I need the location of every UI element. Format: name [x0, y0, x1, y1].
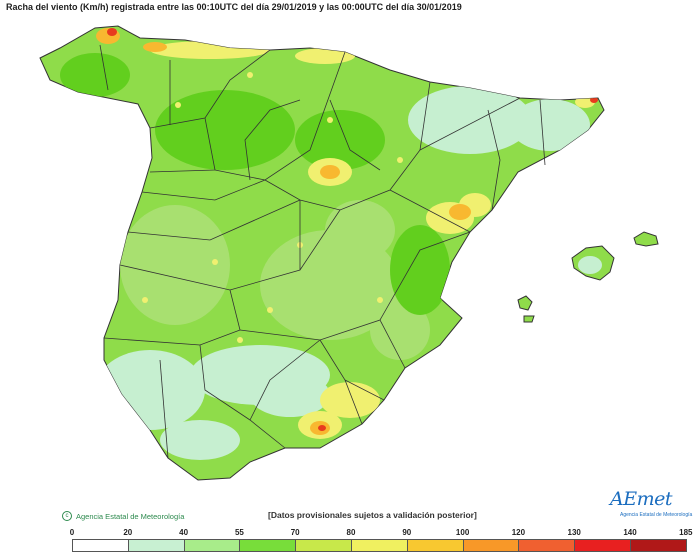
legend-tick-label: 130 [567, 528, 581, 537]
legend-swatch [630, 539, 687, 552]
aemet-logo: AEmet Agencia Estatal de Meteorología [610, 488, 693, 522]
legend-tick-label: 70 [290, 528, 300, 537]
gust-zones [60, 28, 598, 460]
menorca [633, 231, 659, 247]
zone-galicia-inland [60, 53, 130, 97]
formentera [523, 315, 535, 323]
copyright-icon: c [62, 511, 72, 521]
legend-swatch [518, 539, 576, 552]
zone-soria-peak [320, 165, 340, 179]
legend-tick-label: 185 [679, 528, 693, 537]
legend-tick-label: 55 [234, 528, 244, 537]
legend-tick-label: 80 [346, 528, 356, 537]
wind-gust-map [39, 25, 659, 481]
zone-murcia [370, 300, 430, 360]
legend-swatch [183, 539, 241, 552]
provisional-data-disclaimer: [Datos provisionales sujetos a validació… [268, 510, 477, 520]
zone-basque-coast [295, 48, 355, 64]
ibiza [517, 295, 533, 311]
balearic-islands [517, 231, 659, 323]
legend-tick-label: 100 [455, 528, 470, 537]
map-title: Racha del viento (Km/h) registrada entre… [6, 2, 462, 12]
legend-tick-label: 20 [123, 528, 133, 537]
legend-swatch [406, 539, 464, 552]
legend-tick-label: 140 [623, 528, 637, 537]
zone-cuenca [325, 200, 395, 260]
aemet-credit: c Agencia Estatal de Meteorología [62, 511, 184, 521]
mainland-spain [39, 25, 605, 481]
zone-valencia-inland [390, 225, 450, 315]
province-borders [99, 44, 546, 459]
zone-soria [295, 110, 385, 170]
legend-swatch [239, 539, 297, 552]
zone-huelva-coast [160, 420, 240, 460]
credit-text: Agencia Estatal de Meteorología [76, 511, 185, 521]
legend-tick-label: 90 [402, 528, 412, 537]
legend-tick-label: 40 [179, 528, 189, 537]
zone-cabo-creus [590, 97, 598, 103]
zone-estaca-de-bares [107, 28, 117, 36]
legend-swatch [295, 539, 352, 552]
legend-swatch [574, 539, 631, 552]
zone-emporda [575, 96, 595, 108]
zone-castellon-peak [449, 204, 471, 220]
zone-sierra-nevada-peak [318, 425, 326, 431]
aemet-logo-subtitle: Agencia Estatal de Meteorología [620, 512, 693, 518]
zone-extremadura [120, 205, 230, 325]
zone-asturias-coast [143, 42, 167, 52]
legend-swatch [72, 539, 129, 552]
zone-west-andalusia [95, 350, 205, 430]
legend-swatch [127, 539, 185, 552]
zone-cantabrian-coast [150, 41, 270, 59]
zone-castilla-leon [155, 90, 295, 170]
legend-tick-label: 0 [69, 528, 75, 537]
legend-swatch [351, 539, 408, 552]
zone-catalonia-north [510, 99, 590, 151]
legend-tick-label: 120 [511, 528, 526, 537]
zone-ebro-valley [408, 86, 532, 154]
legend-swatch [462, 539, 520, 552]
zone-jaen [250, 373, 330, 417]
zone-almeria [320, 382, 380, 418]
aemet-logo-text: AEmet [610, 488, 673, 510]
